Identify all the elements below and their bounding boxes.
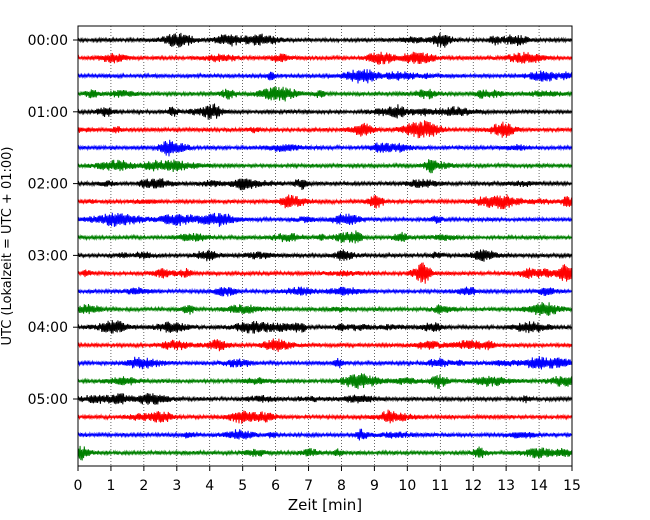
trace-14 [77, 286, 572, 297]
trace-18 [77, 356, 572, 370]
trace-7 [77, 159, 572, 174]
x-tick-label-3: 3 [172, 478, 181, 494]
x-tick-label-6: 6 [271, 478, 280, 494]
x-tick-label-4: 4 [205, 478, 214, 494]
y-tick-label-1: 01:00 [28, 105, 68, 121]
trace-12 [77, 249, 572, 262]
trace-16 [77, 320, 572, 334]
y-tick-label-5: 05:00 [28, 392, 68, 408]
trace-2 [77, 69, 572, 84]
y-axis-label: UTC (Lokalzeit = UTC + 01:00) [0, 147, 15, 346]
y-tick-label-3: 03:00 [28, 248, 68, 264]
x-tick-label-0: 0 [74, 478, 83, 494]
x-tick-label-2: 2 [139, 478, 148, 494]
x-tick-label-15: 15 [563, 478, 581, 494]
x-tick-label-13: 13 [497, 478, 515, 494]
trace-11 [77, 230, 572, 244]
trace-1 [77, 51, 572, 65]
trace-13 [77, 262, 572, 284]
trace-22 [77, 428, 572, 441]
trace-20 [77, 393, 572, 405]
x-tick-label-12: 12 [464, 478, 482, 494]
trace-5 [77, 120, 572, 139]
trace-9 [77, 194, 572, 210]
plot-frame [77, 25, 573, 467]
x-tick-label-8: 8 [337, 478, 346, 494]
x-tick-label-7: 7 [304, 478, 313, 494]
trace-17 [77, 338, 572, 352]
trace-3 [77, 86, 572, 102]
trace-21 [77, 409, 572, 424]
x-axis-ticks: 0 1 2 3 4 5 6 7 8 9 10 11 12 13 14 15 [74, 466, 581, 494]
y-tick-label-4: 04:00 [28, 320, 68, 336]
seismogram-traces [77, 32, 572, 461]
trace-0 [77, 32, 572, 48]
y-tick-label-2: 02:00 [28, 177, 68, 193]
y-tick-label-0: 00:00 [28, 33, 68, 49]
grid-lines [110, 26, 540, 466]
y-axis-ticks: 00:00 01:00 02:00 03:00 04:00 05:00 [28, 33, 78, 408]
trace-19 [77, 373, 572, 390]
trace-4 [77, 103, 572, 120]
trace-10 [77, 212, 572, 227]
x-tick-label-1: 1 [106, 478, 115, 494]
trace-15 [77, 301, 572, 316]
x-tick-label-5: 5 [238, 478, 247, 494]
x-tick-label-10: 10 [398, 478, 416, 494]
trace-23 [77, 445, 572, 461]
trace-8 [77, 178, 572, 191]
x-axis-label: Zeit [min] [288, 496, 362, 514]
x-tick-label-11: 11 [431, 478, 449, 494]
x-tick-label-14: 14 [530, 478, 548, 494]
trace-6 [77, 139, 572, 157]
x-tick-label-9: 9 [370, 478, 379, 494]
